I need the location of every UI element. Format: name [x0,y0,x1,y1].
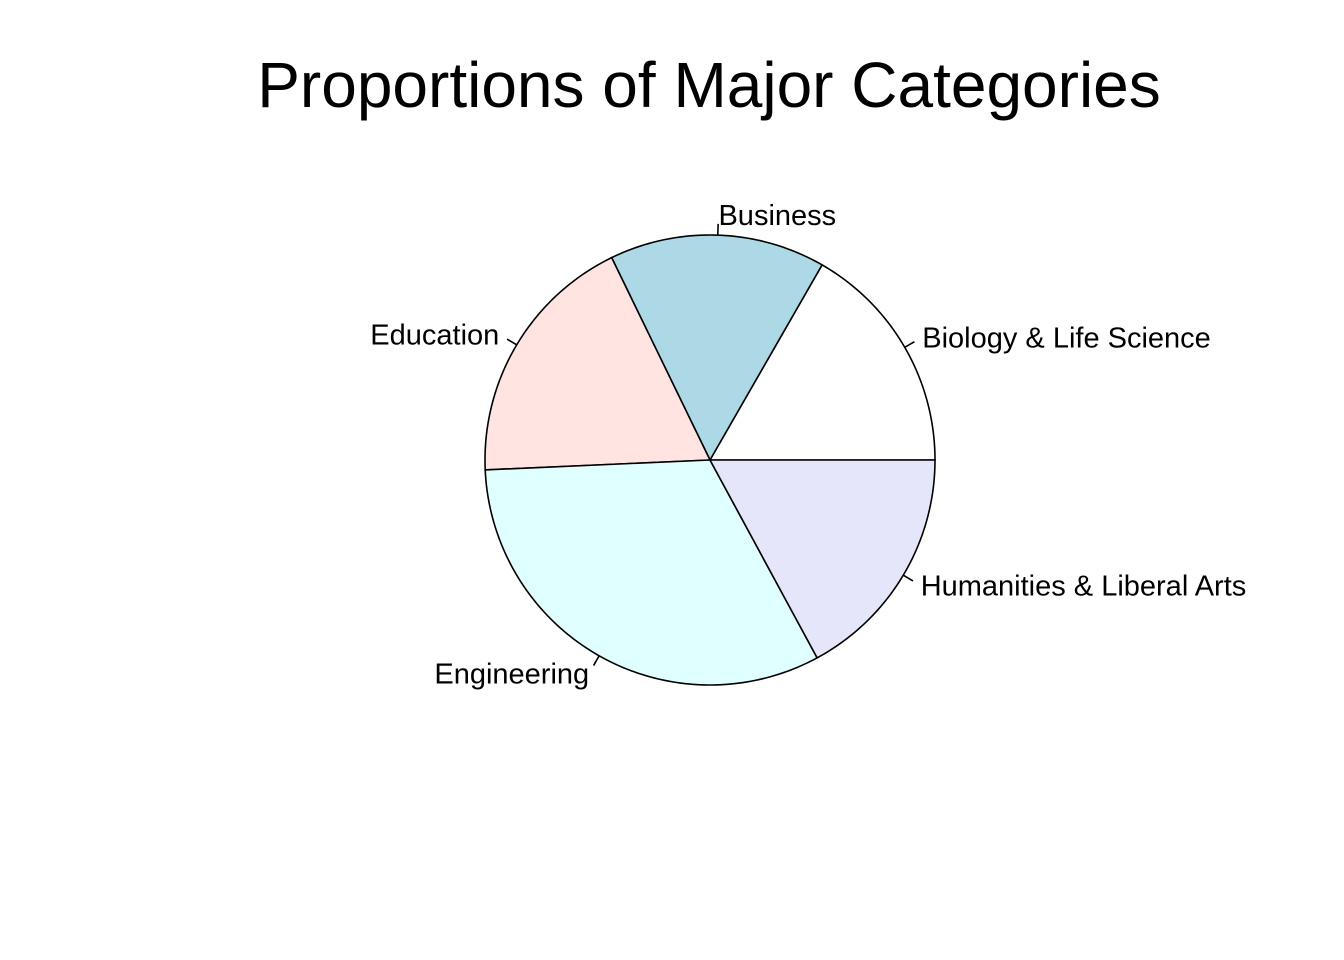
label-tick [904,340,915,348]
slice-label: Education [370,320,499,352]
label-tick [592,655,600,666]
label-tick [902,574,914,582]
label-tick [506,338,518,346]
slice-label: Engineering [434,659,589,691]
slice-label: Biology & Life Science [922,322,1211,354]
slice-label: Business [718,200,836,232]
pie-slice [708,263,936,461]
pie-slices [484,234,936,686]
pie-slice [484,256,712,471]
slice-label: Humanities & Liberal Arts [921,571,1247,603]
slice-labels: Biology & Life Science Business Education E… [370,200,1246,691]
label-ticks [506,223,915,666]
chart-title: Proportions of Major Categories [257,49,1161,121]
